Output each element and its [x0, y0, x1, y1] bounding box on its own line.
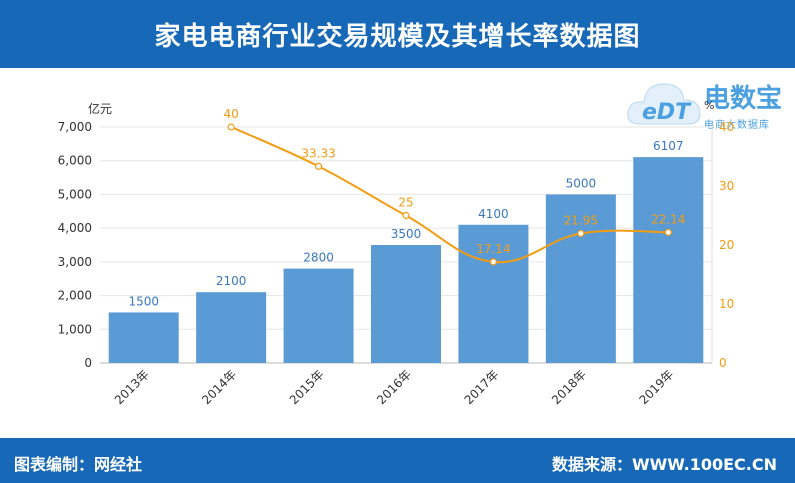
growth-line: 40 33.33 25 17.14 21.95 22.14	[224, 107, 685, 266]
y2-tick-label: 20	[719, 238, 734, 252]
growth-point	[577, 229, 585, 238]
growth-value-label: 25	[398, 196, 413, 210]
bar	[283, 268, 354, 363]
bar	[196, 292, 267, 363]
growth-point	[314, 162, 323, 170]
y2-tick-label: 30	[719, 179, 734, 193]
y2-tick-label: 40	[719, 120, 734, 134]
chart-title-bar: 家电电商行业交易规模及其增长率数据图	[0, 0, 795, 68]
logo: eDT 电数宝 电商大数据库	[626, 72, 791, 134]
bar-value-label: 2100	[216, 274, 247, 288]
growth-point	[664, 228, 672, 236]
bar-value-label: 4100	[478, 207, 509, 221]
x-tick-label: 2014年	[199, 367, 239, 407]
y2-tick-labels: 0 10 20 30 40	[719, 120, 734, 370]
cloud-logo-icon	[627, 83, 701, 125]
logo-sub-text: 电商大数据库	[704, 120, 770, 131]
bar-value-label: 2800	[303, 251, 334, 265]
growth-point	[402, 211, 410, 220]
growth-value-label: 33.33	[301, 146, 335, 160]
bar-value-label: 5000	[566, 176, 597, 190]
bar	[371, 245, 441, 363]
growth-point	[227, 123, 235, 131]
x-tick-label: 2019年	[636, 367, 676, 407]
growth-point	[489, 258, 498, 266]
y-tick-label: 1,000	[58, 322, 92, 336]
logo-main-text: 电数宝	[704, 84, 783, 114]
y-tick-label: 0	[84, 356, 92, 370]
x-tick-label: 2015年	[287, 367, 327, 407]
chart-title: 家电电商行业交易规模及其增长率数据图	[154, 21, 641, 52]
growth-line-path	[230, 126, 669, 264]
bar	[633, 157, 704, 363]
x-tick-label: 2016年	[374, 367, 414, 407]
x-tick-label: 2018年	[549, 367, 589, 407]
y-axis-label: 亿元	[88, 101, 112, 116]
y2-tick-label: 0	[719, 356, 727, 370]
growth-value-label: 22.14	[651, 212, 685, 226]
y-tick-label: 2,000	[58, 289, 92, 303]
bar	[108, 312, 179, 363]
bar-labels: 1500 2100 2800 3500 4100 5000 6107	[128, 139, 683, 308]
bar-value-label: 1500	[128, 294, 159, 308]
y-tick-label: 7,000	[58, 120, 92, 134]
growth-value-label: 21.95	[564, 213, 598, 227]
footer-bar: 图表编制：网经社 数据来源：WWW.100EC.CN	[0, 438, 795, 483]
growth-value-label: 17.14	[476, 242, 510, 256]
y-tick-label: 5,000	[58, 187, 92, 201]
bar	[545, 194, 616, 363]
y2-axis-label: %	[704, 99, 714, 112]
growth-value-label: 40	[224, 107, 239, 121]
logo-mark: eDT	[642, 100, 691, 125]
y-tick-label: 6,000	[58, 154, 92, 168]
footer-source-editor: 图表编制：网经社	[14, 455, 143, 474]
y-tick-label: 3,000	[58, 255, 92, 269]
y2-tick-label: 10	[719, 297, 734, 311]
y-tick-label: 4,000	[58, 221, 92, 235]
y-tick-labels: 0 1,000 2,000 3,000 4,000 5,000 6,000 7,000	[58, 120, 92, 370]
x-tick-label: 2013年	[112, 367, 152, 407]
x-tick-label: 2017年	[462, 367, 502, 407]
bar	[458, 224, 529, 363]
bars	[108, 157, 704, 363]
footer-data-source: 数据来源：WWW.100EC.CN	[551, 455, 777, 474]
bar-value-label: 3500	[391, 227, 422, 241]
bar-value-label: 6107	[653, 139, 684, 153]
x-tick-labels: 2013年 2014年 2015年 2016年 2017年 2018年 2019年	[112, 367, 677, 407]
